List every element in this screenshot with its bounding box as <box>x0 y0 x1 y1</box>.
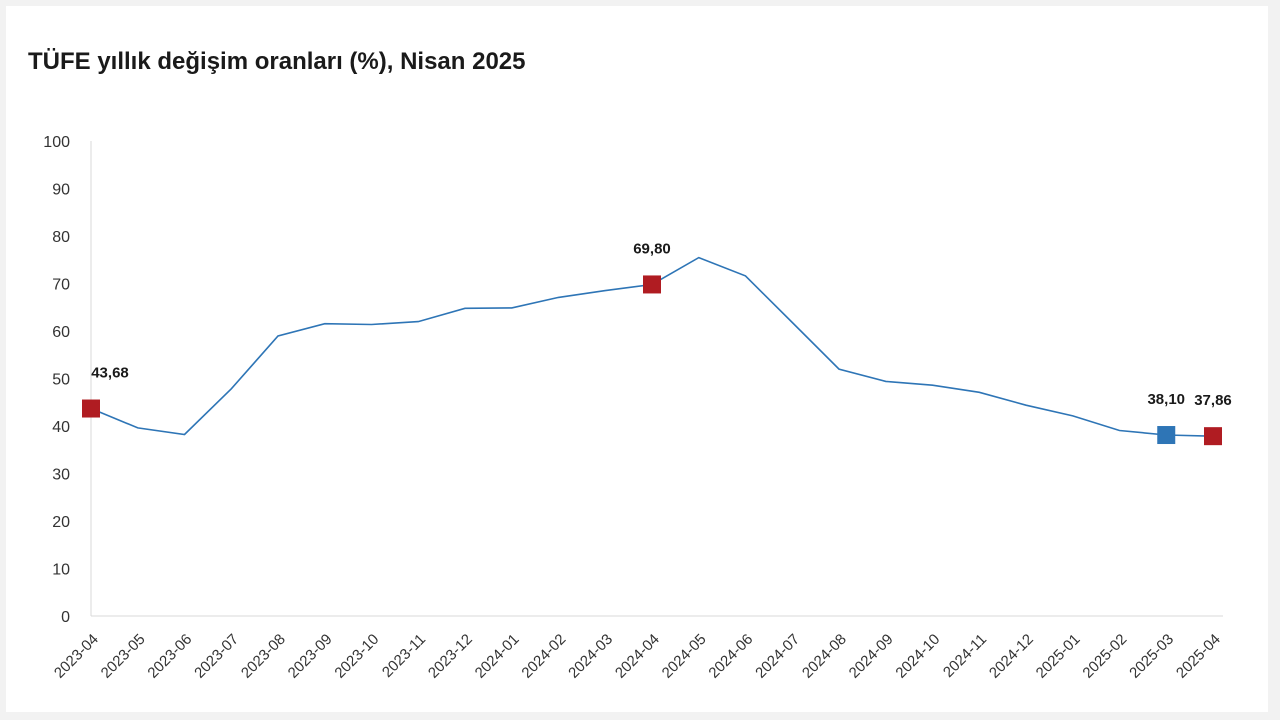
x-tick-label: 2024-02 <box>518 631 569 682</box>
y-tick-label: 30 <box>52 467 70 484</box>
highlight-markers <box>82 275 1222 446</box>
x-tick-label: 2023-06 <box>144 631 195 682</box>
data-label: 43,68 <box>91 365 129 382</box>
highlight-marker <box>1157 426 1176 445</box>
x-tick-label: 2024-10 <box>892 631 943 682</box>
x-tick-label: 2024-01 <box>472 631 523 682</box>
x-tick-label: 2023-10 <box>331 631 382 682</box>
highlight-marker <box>1204 427 1222 446</box>
y-axis-ticks: 0 10 20 30 40 50 60 70 80 90 100 <box>43 134 70 626</box>
x-tick-label: 2025-01 <box>1033 631 1084 682</box>
data-label: 38,10 <box>1147 391 1185 408</box>
axes <box>90 141 1223 617</box>
y-tick-label: 0 <box>61 609 70 626</box>
y-tick-label: 100 <box>43 134 70 151</box>
x-tick-label: 2023-05 <box>98 631 149 682</box>
x-tick-label: 2024-05 <box>659 631 710 682</box>
x-tick-label: 2023-12 <box>425 631 476 682</box>
y-tick-label: 10 <box>52 562 70 579</box>
x-tick-label: 2024-11 <box>940 631 990 681</box>
chart-card <box>6 6 1268 712</box>
x-tick-label: 2023-07 <box>191 631 242 682</box>
x-tick-label: 2024-12 <box>986 631 1037 682</box>
x-tick-label: 2023-04 <box>51 631 102 682</box>
x-tick-label: 2024-09 <box>846 631 897 682</box>
x-tick-label: 2023-08 <box>238 631 289 682</box>
highlight-marker <box>643 275 661 294</box>
x-tick-label: 2025-02 <box>1079 631 1130 682</box>
data-label: 69,80 <box>633 240 671 257</box>
x-tick-label: 2024-04 <box>612 631 663 682</box>
y-tick-label: 70 <box>52 277 70 294</box>
y-tick-label: 60 <box>52 324 70 341</box>
data-label: 37,86 <box>1194 392 1232 409</box>
x-tick-label: 2023-09 <box>285 631 336 682</box>
x-tick-label: 2023-11 <box>379 631 429 681</box>
x-tick-label: 2024-08 <box>799 631 850 682</box>
x-tick-label: 2024-06 <box>705 631 756 682</box>
x-tick-label: 2024-03 <box>565 631 616 682</box>
y-tick-label: 90 <box>52 182 70 199</box>
x-tick-label: 2024-07 <box>752 631 803 682</box>
y-tick-label: 50 <box>52 372 70 389</box>
y-tick-label: 80 <box>52 229 70 246</box>
data-labels: 43,68 69,80 38,10 37,86 <box>91 240 1232 409</box>
x-axis-ticks: 2023-042023-052023-062023-072023-082023-… <box>51 631 1224 682</box>
chart-title: TÜFE yıllık değişim oranları (%), Nisan … <box>28 48 526 75</box>
y-tick-label: 20 <box>52 514 70 531</box>
highlight-marker <box>82 399 100 418</box>
x-tick-label: 2025-04 <box>1173 631 1224 682</box>
x-tick-label: 2025-03 <box>1126 631 1177 682</box>
y-tick-label: 40 <box>52 419 70 436</box>
